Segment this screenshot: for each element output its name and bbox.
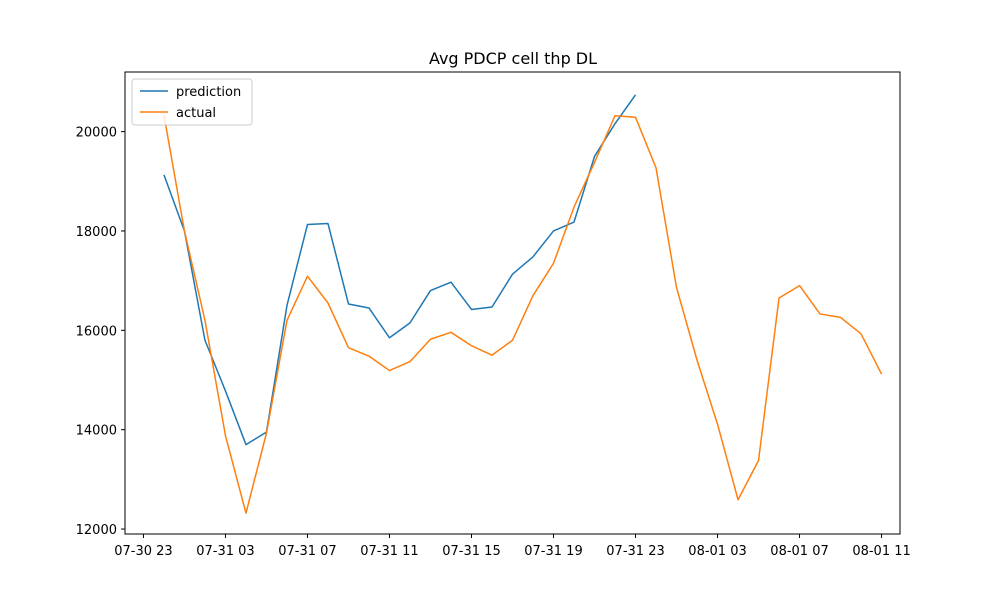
legend-label-actual: actual [176, 106, 216, 121]
x-tick-label: 07-31 15 [442, 544, 500, 559]
x-tick-label: 07-31 03 [196, 544, 254, 559]
x-tick-label: 08-01 07 [770, 544, 828, 559]
y-axis: 12000 14000 16000 18000 20000 [76, 126, 125, 538]
x-tick-label: 08-01 03 [688, 544, 746, 559]
x-tick-label: 07-30 23 [114, 544, 172, 559]
x-axis: 07-30 23 07-31 03 07-31 07 07-31 11 07-31 15… [114, 534, 911, 559]
y-tick-label: 14000 [76, 424, 117, 439]
x-tick-label: 08-01 11 [852, 544, 910, 559]
legend: prediction actual [131, 78, 253, 126]
x-tick-label: 07-31 19 [524, 544, 582, 559]
y-tick-label: 12000 [76, 523, 117, 538]
series-line-prediction [163, 94, 637, 446]
y-tick-label: 18000 [76, 225, 117, 240]
legend-label-prediction: prediction [176, 85, 241, 100]
x-tick-label: 07-31 11 [360, 544, 418, 559]
y-tick-label: 20000 [76, 126, 117, 141]
x-tick-label: 07-31 23 [606, 544, 664, 559]
y-tick-label: 16000 [76, 324, 117, 339]
series-layer [163, 94, 883, 514]
x-tick-label: 07-31 07 [278, 544, 336, 559]
series-line-actual [163, 114, 883, 514]
chart-title: Avg PDCP cell thp DL [429, 49, 597, 68]
plot-area [124, 71, 901, 535]
